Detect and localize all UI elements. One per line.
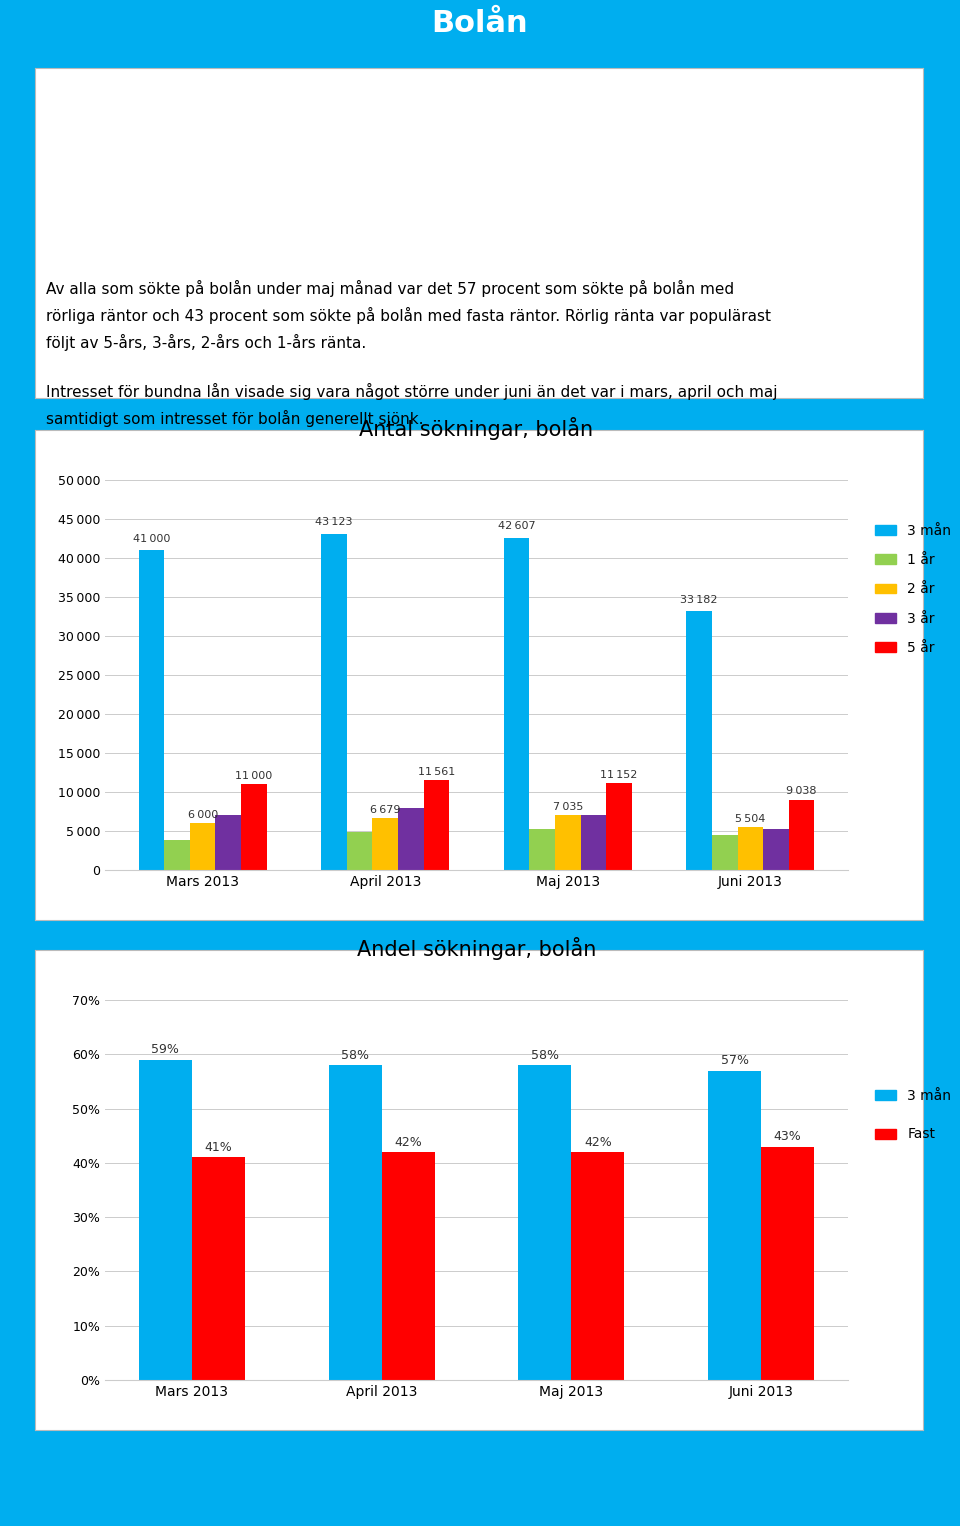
Bar — [241, 784, 267, 870]
Bar — [398, 807, 423, 870]
Bar — [347, 832, 372, 870]
Text: 41%: 41% — [204, 1141, 232, 1154]
Title: Antal sökningar, bolån: Antal sökningar, bolån — [359, 417, 593, 439]
Text: 11 561: 11 561 — [418, 766, 455, 777]
Text: 6 000: 6 000 — [187, 810, 218, 819]
Bar — [708, 1071, 761, 1380]
Text: 59%: 59% — [152, 1044, 180, 1056]
Text: Intresset för bundna lån visade sig vara något större under juni än det var i ma: Intresset för bundna lån visade sig vara… — [46, 383, 778, 427]
Text: 33 182: 33 182 — [681, 595, 718, 604]
Bar — [789, 800, 814, 870]
Bar — [571, 1152, 625, 1380]
Text: 41 000: 41 000 — [132, 534, 170, 543]
Legend: 3 mån, 1 år, 2 år, 3 år, 5 år: 3 mån, 1 år, 2 år, 3 år, 5 år — [870, 519, 957, 661]
Bar — [763, 830, 789, 870]
Bar — [372, 818, 398, 870]
Text: Just nu på Compricer: Just nu på Compricer — [46, 76, 242, 96]
Bar — [761, 1146, 814, 1380]
Bar — [686, 612, 712, 870]
Bar — [215, 815, 241, 870]
Bar — [518, 1065, 571, 1380]
Text: 6 679: 6 679 — [370, 804, 400, 815]
Bar — [382, 1152, 435, 1380]
Text: 42%: 42% — [584, 1135, 612, 1149]
Title: Andel sökningar, bolån: Andel sökningar, bolån — [357, 937, 596, 960]
Bar — [139, 551, 164, 870]
Bar — [530, 829, 555, 870]
Text: Av alla som sökte på bolån under maj månad var det 57 procent som sökte på bolån: Av alla som sökte på bolån under maj mån… — [46, 281, 771, 351]
Text: 9 038: 9 038 — [786, 786, 817, 797]
Bar — [555, 815, 581, 870]
Legend: 3 mån, Fast: 3 mån, Fast — [870, 1083, 957, 1148]
Text: 11 152: 11 152 — [600, 771, 637, 780]
Bar — [737, 827, 763, 870]
Bar — [712, 835, 737, 870]
Text: 57%: 57% — [721, 1054, 749, 1067]
Text: 42 607: 42 607 — [498, 522, 536, 531]
Bar — [581, 815, 606, 870]
Bar — [504, 537, 530, 870]
Text: 43 123: 43 123 — [315, 517, 353, 528]
Bar — [328, 1065, 382, 1380]
Text: 42%: 42% — [395, 1135, 422, 1149]
Text: 7 035: 7 035 — [553, 803, 583, 812]
Bar — [190, 823, 215, 870]
Text: 5 504: 5 504 — [735, 813, 765, 824]
Text: 11 000: 11 000 — [235, 771, 273, 781]
Bar — [192, 1157, 245, 1380]
Bar — [139, 1059, 192, 1380]
Bar — [423, 780, 449, 870]
Text: 43%: 43% — [774, 1131, 802, 1143]
Text: 58%: 58% — [531, 1048, 559, 1062]
Bar — [606, 783, 632, 870]
Bar — [322, 534, 347, 870]
Text: Bolån: Bolån — [432, 9, 528, 38]
Text: 58%: 58% — [341, 1048, 369, 1062]
Bar — [164, 839, 190, 870]
